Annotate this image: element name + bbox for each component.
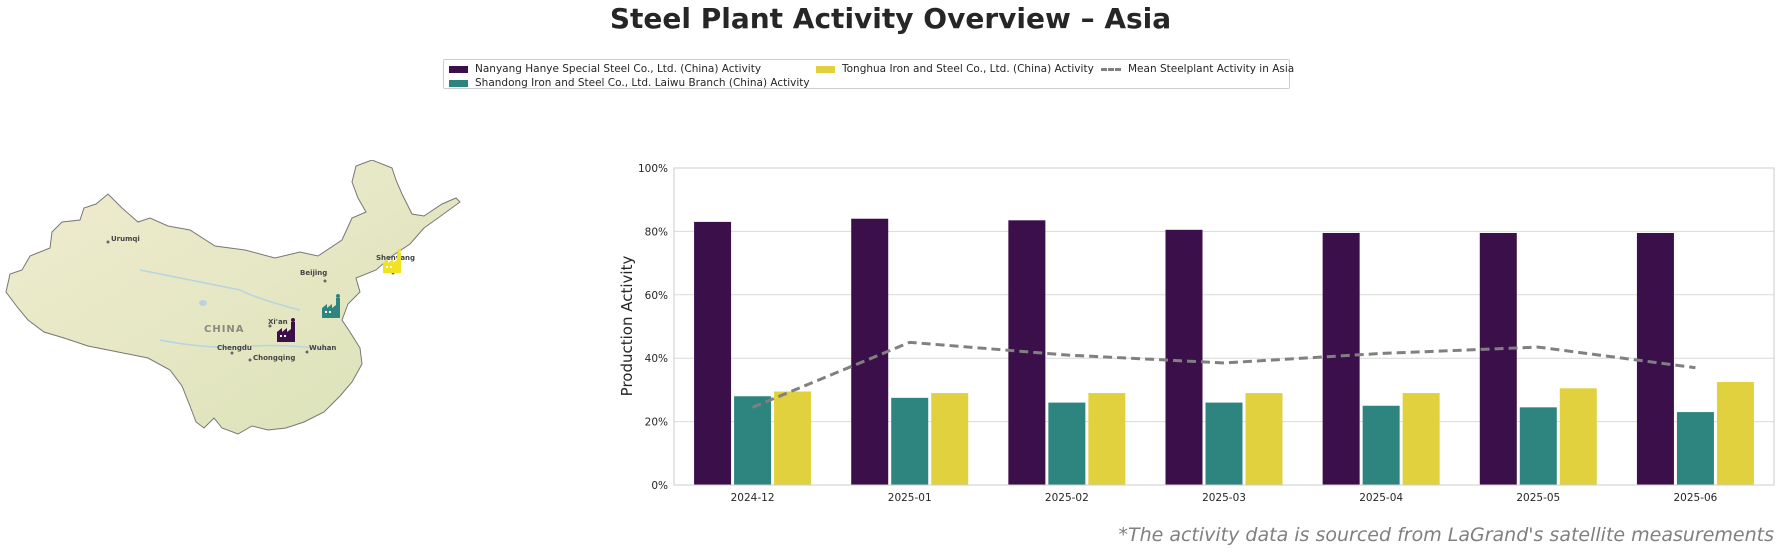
city-dot (106, 240, 110, 244)
legend-swatch-tonghua (816, 65, 835, 73)
bar-1-2024-12 (694, 221, 732, 485)
x-tick-label: 2025-05 (1516, 492, 1560, 504)
y-tick-label: 80% (645, 226, 668, 238)
y-tick-label: 0% (651, 480, 668, 492)
city-label-urumqi: Urumqi (111, 235, 140, 243)
bar-3-2025-02 (1088, 393, 1126, 485)
bar-2-2025-03 (1205, 402, 1243, 485)
country-label: CHINA (204, 324, 245, 335)
legend-item-mean: Mean Steelplant Activity in Asia (1101, 63, 1294, 75)
y-tick-label: 20% (645, 417, 668, 429)
chart-legend: Nanyang Hanye Special Steel Co., Ltd. (C… (443, 59, 1294, 89)
bar-1-2025-05 (1479, 232, 1517, 485)
bar-1-2025-06 (1636, 232, 1674, 485)
city-dot (323, 279, 327, 283)
bar-3-2025-03 (1245, 393, 1283, 485)
x-axis: 2024-12 2025-01 2025-02 2025-03 2025-04 2025-… (731, 492, 1718, 504)
bar-chart: 0% 20% 40% 60% 80% 100% 2024-12 2025-01 2025-02… (618, 163, 1775, 504)
bar-3-2025-01 (931, 393, 969, 485)
x-tick-label: 2025-04 (1359, 492, 1403, 504)
y-axis: 0% 20% 40% 60% 80% 100% (638, 163, 668, 492)
y-axis-title: Production Activity (618, 256, 636, 397)
factory-icon (322, 294, 340, 318)
city-label-wuhan: Wuhan (309, 344, 336, 352)
city-dot (305, 350, 309, 354)
bar-1-2025-03 (1165, 229, 1203, 485)
bar-1-2025-01 (851, 218, 889, 485)
x-tick-label: 2025-03 (1202, 492, 1246, 504)
page-title: Steel Plant Activity Overview – Asia (609, 2, 1172, 35)
legend-item-shandong: Shandong Iron and Steel Co., Ltd. Laiwu … (449, 77, 810, 89)
city-dot (268, 324, 272, 328)
city-label-chengdu: Chengdu (217, 344, 252, 352)
city-label-chongqing: Chongqing (253, 354, 295, 362)
mean-line-path (751, 340, 1696, 409)
city-label-beijing: Beijing (300, 269, 327, 277)
china-outline (5, 159, 461, 435)
bar-3-2025-06 (1716, 381, 1754, 485)
bar-3-2025-04 (1402, 393, 1440, 485)
city-dot (248, 358, 252, 362)
city-label-xian: Xi'an (268, 318, 288, 326)
mean-line (751, 340, 1696, 409)
map-panel: CHINA Urumqi Beijing Shenyang Xi'an Chen… (0, 159, 470, 490)
plot-frame (673, 167, 1775, 486)
factory-icon (277, 318, 295, 342)
legend-label-mean: Mean Steelplant Activity in Asia (1128, 63, 1295, 75)
legend-swatch-nanyang (449, 65, 468, 73)
y-tick-label: 100% (638, 163, 668, 175)
legend-swatch-shandong (449, 79, 468, 87)
bar-2-2025-06 (1676, 412, 1714, 485)
river (159, 339, 331, 351)
footnote: *The activity data is sourced from LaGra… (1118, 524, 1774, 546)
bar-1-2025-04 (1322, 232, 1360, 485)
x-tick-label: 2025-02 (1045, 492, 1089, 504)
legend-label-tonghua: Tonghua Iron and Steel Co., Ltd. (China)… (842, 63, 1094, 75)
bar-2-2025-04 (1362, 405, 1400, 485)
bar-2-2025-02 (1048, 402, 1086, 485)
y-tick-label: 60% (645, 290, 668, 302)
legend-item-nanyang: Nanyang Hanye Special Steel Co., Ltd. (C… (449, 63, 761, 75)
china-map: CHINA Urumqi Beijing Shenyang Xi'an Chen… (5, 159, 461, 435)
bar-3-2025-05 (1559, 388, 1597, 485)
legend-label-nanyang: Nanyang Hanye Special Steel Co., Ltd. (C… (475, 63, 762, 75)
city-dot (230, 351, 234, 355)
y-tick-label: 40% (645, 353, 668, 365)
lake (199, 300, 207, 306)
x-tick-label: 2025-06 (1673, 492, 1717, 504)
bars (694, 218, 1754, 485)
legend-item-tonghua: Tonghua Iron and Steel Co., Ltd. (China)… (816, 63, 1094, 75)
bar-2-2025-01 (891, 397, 929, 485)
legend-label-shandong: Shandong Iron and Steel Co., Ltd. Laiwu … (475, 77, 810, 89)
x-tick-label: 2024-12 (731, 492, 775, 504)
bar-3-2024-12 (774, 391, 812, 485)
bar-2-2025-05 (1519, 407, 1557, 485)
x-tick-label: 2025-01 (888, 492, 932, 504)
legend-line-mean (1101, 67, 1121, 71)
factory-icon (383, 249, 401, 273)
city-label-shenyang: Shenyang (376, 254, 415, 262)
chart-panel: 0% 20% 40% 60% 80% 100% 2024-12 2025-01 2025-02… (610, 160, 1781, 520)
river (139, 269, 301, 311)
bar-2-2024-12 (734, 396, 772, 485)
